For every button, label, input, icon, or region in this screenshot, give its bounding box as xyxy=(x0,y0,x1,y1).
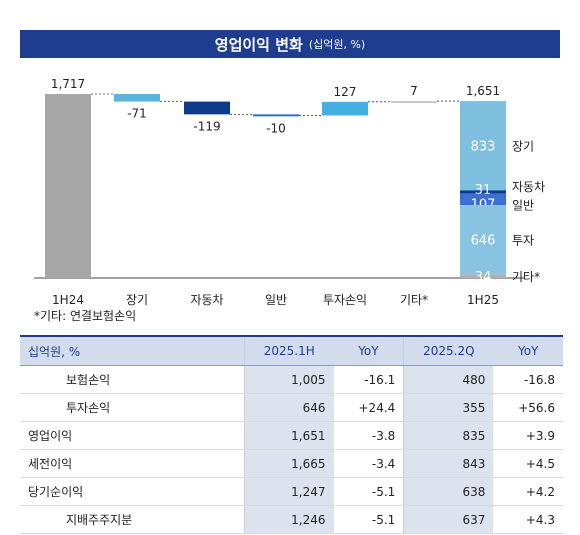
stack-segment-자동차 xyxy=(460,190,506,194)
data-label: 7 xyxy=(410,84,418,98)
cell-2025-1h: 1,005 xyxy=(243,365,334,394)
header-2025-1h: 2025.1H xyxy=(243,335,334,366)
stack-segment-장기 xyxy=(460,101,506,191)
data-label: -10 xyxy=(266,121,286,135)
category-label: 1H24 xyxy=(52,293,84,307)
data-label: -119 xyxy=(193,119,220,133)
header-unit: 십억원, % xyxy=(20,335,245,366)
cell-2025-1h: 1,246 xyxy=(243,505,334,534)
cell-2025-1h: 1,651 xyxy=(243,421,334,450)
stack-name-label: 일반 xyxy=(512,198,534,212)
table-row: 지배주주지분 1,246 -5.1 637 +4.3 xyxy=(20,505,563,534)
cell-2025-1h: 1,665 xyxy=(243,449,334,478)
cell-2025-2q: 638 xyxy=(403,477,494,506)
cell-yoy-2: +3.9 xyxy=(493,421,563,450)
row-label: 당기순이익 xyxy=(20,477,245,506)
row-label: 보험손익 xyxy=(20,365,245,394)
cell-2025-1h: 1,247 xyxy=(243,477,334,506)
table-row: 보험손익 1,005 -16.1 480 -16.8 xyxy=(20,365,563,394)
cell-2025-2q: 355 xyxy=(403,393,494,422)
stack-value-label: 34 xyxy=(475,270,492,285)
table-row: 투자손익 646 +24.4 355 +56.6 xyxy=(20,393,563,422)
footnote: *기타: 연결보험손익 xyxy=(34,309,137,323)
table-row: 영업이익 1,651 -3.8 835 +3.9 xyxy=(20,421,563,450)
row-label: 영업이익 xyxy=(20,421,245,450)
chart-unit: (십억원, %) xyxy=(308,38,366,51)
cell-2025-1h: 646 xyxy=(243,393,334,422)
table-row: 당기순이익 1,247 -5.1 638 +4.2 xyxy=(20,477,563,506)
stack-name-label: 기타* xyxy=(512,270,540,284)
category-label: 자동차 xyxy=(190,293,223,307)
row-label: 투자손익 xyxy=(20,393,245,422)
cell-yoy-1: -3.4 xyxy=(333,449,404,478)
cell-2025-2q: 835 xyxy=(403,421,494,450)
cell-2025-2q: 843 xyxy=(403,449,494,478)
data-label: 127 xyxy=(334,85,357,99)
stack-name-label: 투자 xyxy=(512,234,534,248)
bar-자동차 xyxy=(184,101,230,115)
bar-기타* xyxy=(391,101,437,104)
cell-yoy-1: -5.1 xyxy=(333,477,404,506)
cell-yoy-2: -16.8 xyxy=(493,365,563,394)
cell-yoy-2: +56.6 xyxy=(493,393,563,422)
category-label: 일반 xyxy=(265,293,287,307)
row-label: 세전이익 xyxy=(20,449,245,478)
stack-name-label: 자동차 xyxy=(512,180,545,194)
data-label: 1,651 xyxy=(466,84,500,98)
bar-일반 xyxy=(253,114,299,117)
row-label: 지배주주지분 xyxy=(20,505,245,534)
cell-yoy-1: +24.4 xyxy=(333,393,404,422)
cell-yoy-2: +4.2 xyxy=(493,477,563,506)
stack-segment-기타* xyxy=(460,274,506,278)
stack-value-label: 646 xyxy=(471,234,496,249)
header-yoy-1: YoY xyxy=(333,335,404,366)
summary-table: 십억원, % 2025.1H YoY 2025.2Q YoY 보험손익 1,005… xyxy=(20,335,563,534)
bar-1H24 xyxy=(45,94,91,278)
table-row: 세전이익 1,665 -3.4 843 +4.5 xyxy=(20,449,563,478)
cell-2025-2q: 480 xyxy=(403,365,494,394)
stack-segment-투자 xyxy=(460,205,506,275)
table-header-row: 십억원, % 2025.1H YoY 2025.2Q YoY xyxy=(20,335,563,366)
cell-yoy-2: +4.3 xyxy=(493,505,563,534)
chart-title-bar: 영업이익 변화 (십억원, %) xyxy=(20,30,560,58)
stack-name-label: 장기 xyxy=(512,140,534,154)
data-label: 1,717 xyxy=(51,77,85,91)
cell-yoy-1: -16.1 xyxy=(333,365,404,394)
cell-2025-2q: 637 xyxy=(403,505,494,534)
cell-yoy-1: -5.1 xyxy=(333,505,404,534)
cell-yoy-2: +4.5 xyxy=(493,449,563,478)
chart-title: 영업이익 변화 xyxy=(214,35,303,54)
table-body: 보험손익 1,005 -16.1 480 -16.8 투자손익 646 +24.4 355 +56… xyxy=(20,365,563,534)
category-label: 1H25 xyxy=(467,293,499,307)
stack-value-label: 833 xyxy=(471,140,496,155)
category-label: 장기 xyxy=(126,293,148,307)
bar-투자손익 xyxy=(322,101,368,116)
category-label: 기타* xyxy=(400,293,428,307)
header-2025-2q: 2025.2Q xyxy=(403,335,494,366)
cell-yoy-1: -3.8 xyxy=(333,421,404,450)
bar-장기 xyxy=(114,94,160,102)
data-label: -71 xyxy=(127,107,147,121)
header-yoy-2: YoY xyxy=(493,335,563,366)
category-label: 투자손익 xyxy=(323,293,367,307)
stack-segment-일반 xyxy=(460,193,506,206)
